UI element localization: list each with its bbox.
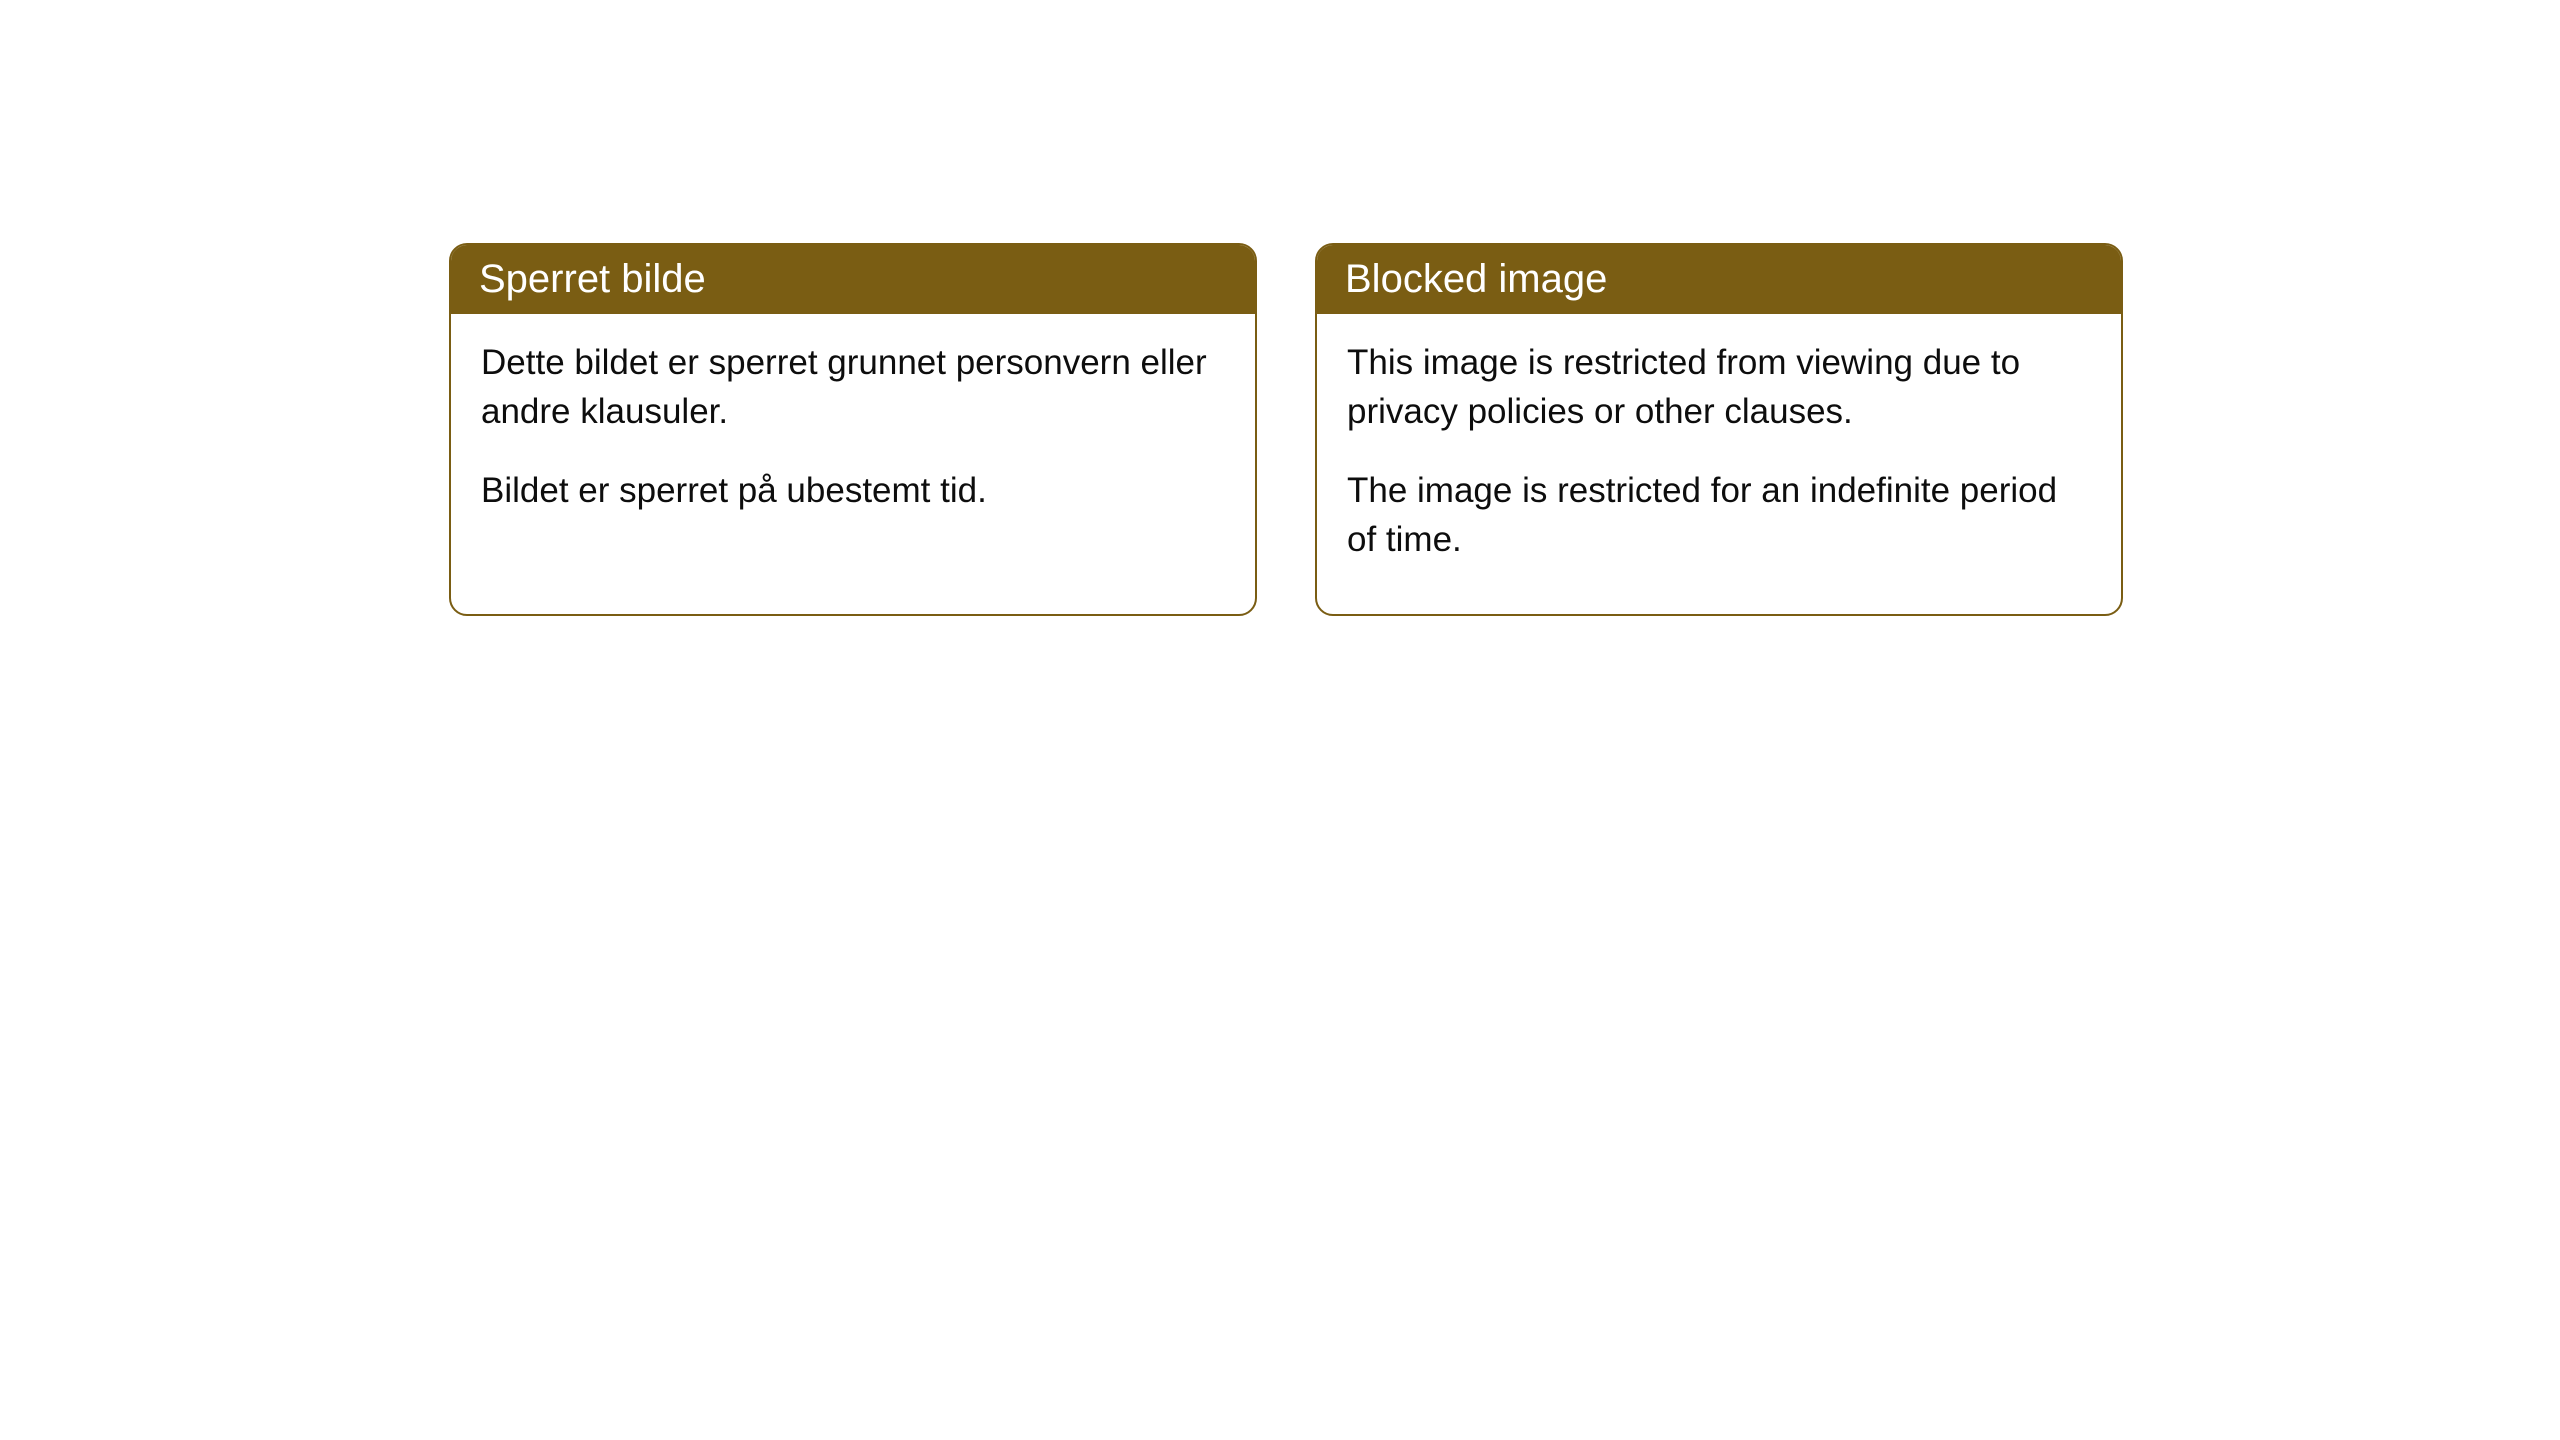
card-paragraph-2: The image is restricted for an indefinit… [1347,466,2091,564]
card-paragraph-2: Bildet er sperret på ubestemt tid. [481,466,1225,515]
card-title: Sperret bilde [479,257,706,301]
card-paragraph-1: This image is restricted from viewing du… [1347,338,2091,436]
card-paragraph-1: Dette bildet er sperret grunnet personve… [481,338,1225,436]
card-title: Blocked image [1345,257,1607,301]
card-body: Dette bildet er sperret grunnet personve… [451,314,1255,565]
card-header: Sperret bilde [451,245,1255,314]
blocked-image-card-norwegian: Sperret bilde Dette bildet er sperret gr… [449,243,1257,616]
cards-container: Sperret bilde Dette bildet er sperret gr… [0,0,2560,616]
card-header: Blocked image [1317,245,2121,314]
blocked-image-card-english: Blocked image This image is restricted f… [1315,243,2123,616]
card-body: This image is restricted from viewing du… [1317,314,2121,614]
